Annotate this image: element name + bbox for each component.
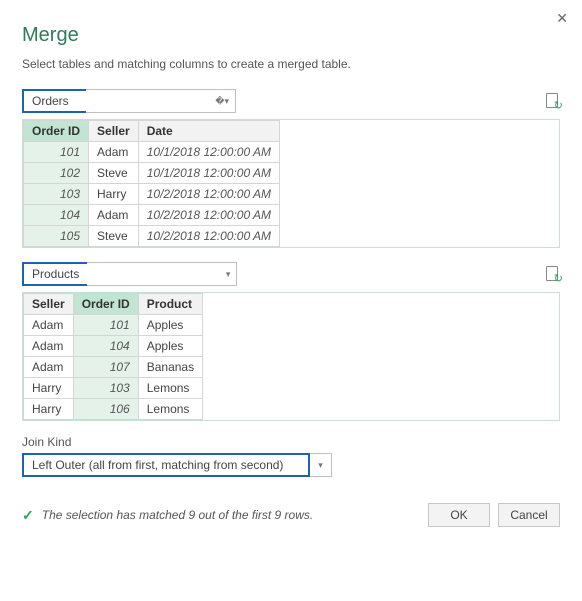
join-kind-value: Left Outer (all from first, matching fro… xyxy=(22,453,310,477)
table-cell: 10/2/2018 12:00:00 AM xyxy=(138,226,279,247)
table-row[interactable]: 101Adam10/1/2018 12:00:00 AM xyxy=(24,142,280,163)
table1-preview: Order IDSellerDate101Adam10/1/2018 12:00… xyxy=(22,119,560,248)
table-row[interactable]: 105Steve10/2/2018 12:00:00 AM xyxy=(24,226,280,247)
table-cell: 103 xyxy=(73,378,138,399)
table-cell: Adam xyxy=(24,315,74,336)
table-cell: Lemons xyxy=(138,399,202,420)
table-cell: 104 xyxy=(73,336,138,357)
table-cell: Apples xyxy=(138,315,202,336)
chevron-down-icon: �▾ xyxy=(215,96,229,107)
table2-preview: SellerOrder IDProductAdam101ApplesAdam10… xyxy=(22,292,560,421)
column-header[interactable]: Seller xyxy=(89,121,139,142)
table-cell: Adam xyxy=(89,205,139,226)
refresh-table2-icon[interactable] xyxy=(544,266,560,282)
table-cell: Apples xyxy=(138,336,202,357)
table-row[interactable]: 103Harry10/2/2018 12:00:00 AM xyxy=(24,184,280,205)
table-row[interactable]: Adam104Apples xyxy=(24,336,203,357)
table-row[interactable]: Harry106Lemons xyxy=(24,399,203,420)
table1-selector-dropdown[interactable]: �▾ xyxy=(86,89,236,113)
table2-selector-dropdown[interactable]: ▾ xyxy=(87,262,237,286)
table-cell: 107 xyxy=(73,357,138,378)
table-cell: Adam xyxy=(24,336,74,357)
table-row[interactable]: 104Adam10/2/2018 12:00:00 AM xyxy=(24,205,280,226)
cancel-button[interactable]: Cancel xyxy=(498,503,560,527)
column-header[interactable]: Seller xyxy=(24,294,74,315)
status-text: The selection has matched 9 out of the f… xyxy=(42,508,313,522)
table-cell: 10/2/2018 12:00:00 AM xyxy=(138,184,279,205)
table-cell: 101 xyxy=(24,142,89,163)
dialog-title: Merge xyxy=(22,24,560,47)
table-cell: Steve xyxy=(89,226,139,247)
table-cell: Lemons xyxy=(138,378,202,399)
table-row[interactable]: Harry103Lemons xyxy=(24,378,203,399)
table-cell: Harry xyxy=(24,399,74,420)
table-cell: 103 xyxy=(24,184,89,205)
table-cell: 101 xyxy=(73,315,138,336)
table-cell: Adam xyxy=(24,357,74,378)
chevron-down-icon: ▾ xyxy=(226,269,231,280)
table2-selector[interactable]: Products ▾ xyxy=(22,262,237,286)
table-cell: 106 xyxy=(73,399,138,420)
table-cell: 102 xyxy=(24,163,89,184)
join-kind-dropdown-button[interactable]: ▾ xyxy=(310,453,332,477)
table-cell: Bananas xyxy=(138,357,202,378)
table1-selector-name: Orders xyxy=(22,89,86,113)
refresh-table1-icon[interactable] xyxy=(544,93,560,109)
table-row[interactable]: Adam107Bananas xyxy=(24,357,203,378)
table-cell: 104 xyxy=(24,205,89,226)
column-header[interactable]: Order ID xyxy=(24,121,89,142)
table-row[interactable]: Adam101Apples xyxy=(24,315,203,336)
table-cell: Steve xyxy=(89,163,139,184)
table-row[interactable]: 102Steve10/1/2018 12:00:00 AM xyxy=(24,163,280,184)
table-cell: 10/2/2018 12:00:00 AM xyxy=(138,205,279,226)
table1-selector[interactable]: Orders �▾ xyxy=(22,89,236,113)
table-cell: Harry xyxy=(24,378,74,399)
ok-button[interactable]: OK xyxy=(428,503,490,527)
table-cell: 105 xyxy=(24,226,89,247)
table2-selector-name: Products xyxy=(22,262,87,286)
join-kind-label: Join Kind xyxy=(22,435,560,449)
table-cell: Harry xyxy=(89,184,139,205)
table-cell: Adam xyxy=(89,142,139,163)
table-cell: 10/1/2018 12:00:00 AM xyxy=(138,142,279,163)
table-cell: 10/1/2018 12:00:00 AM xyxy=(138,163,279,184)
close-icon[interactable]: ✕ xyxy=(556,10,568,27)
check-icon: ✓ xyxy=(22,507,34,524)
column-header[interactable]: Product xyxy=(138,294,202,315)
column-header[interactable]: Order ID xyxy=(73,294,138,315)
dialog-subtitle: Select tables and matching columns to cr… xyxy=(22,57,560,71)
column-header[interactable]: Date xyxy=(138,121,279,142)
join-kind-select[interactable]: Left Outer (all from first, matching fro… xyxy=(22,453,332,477)
